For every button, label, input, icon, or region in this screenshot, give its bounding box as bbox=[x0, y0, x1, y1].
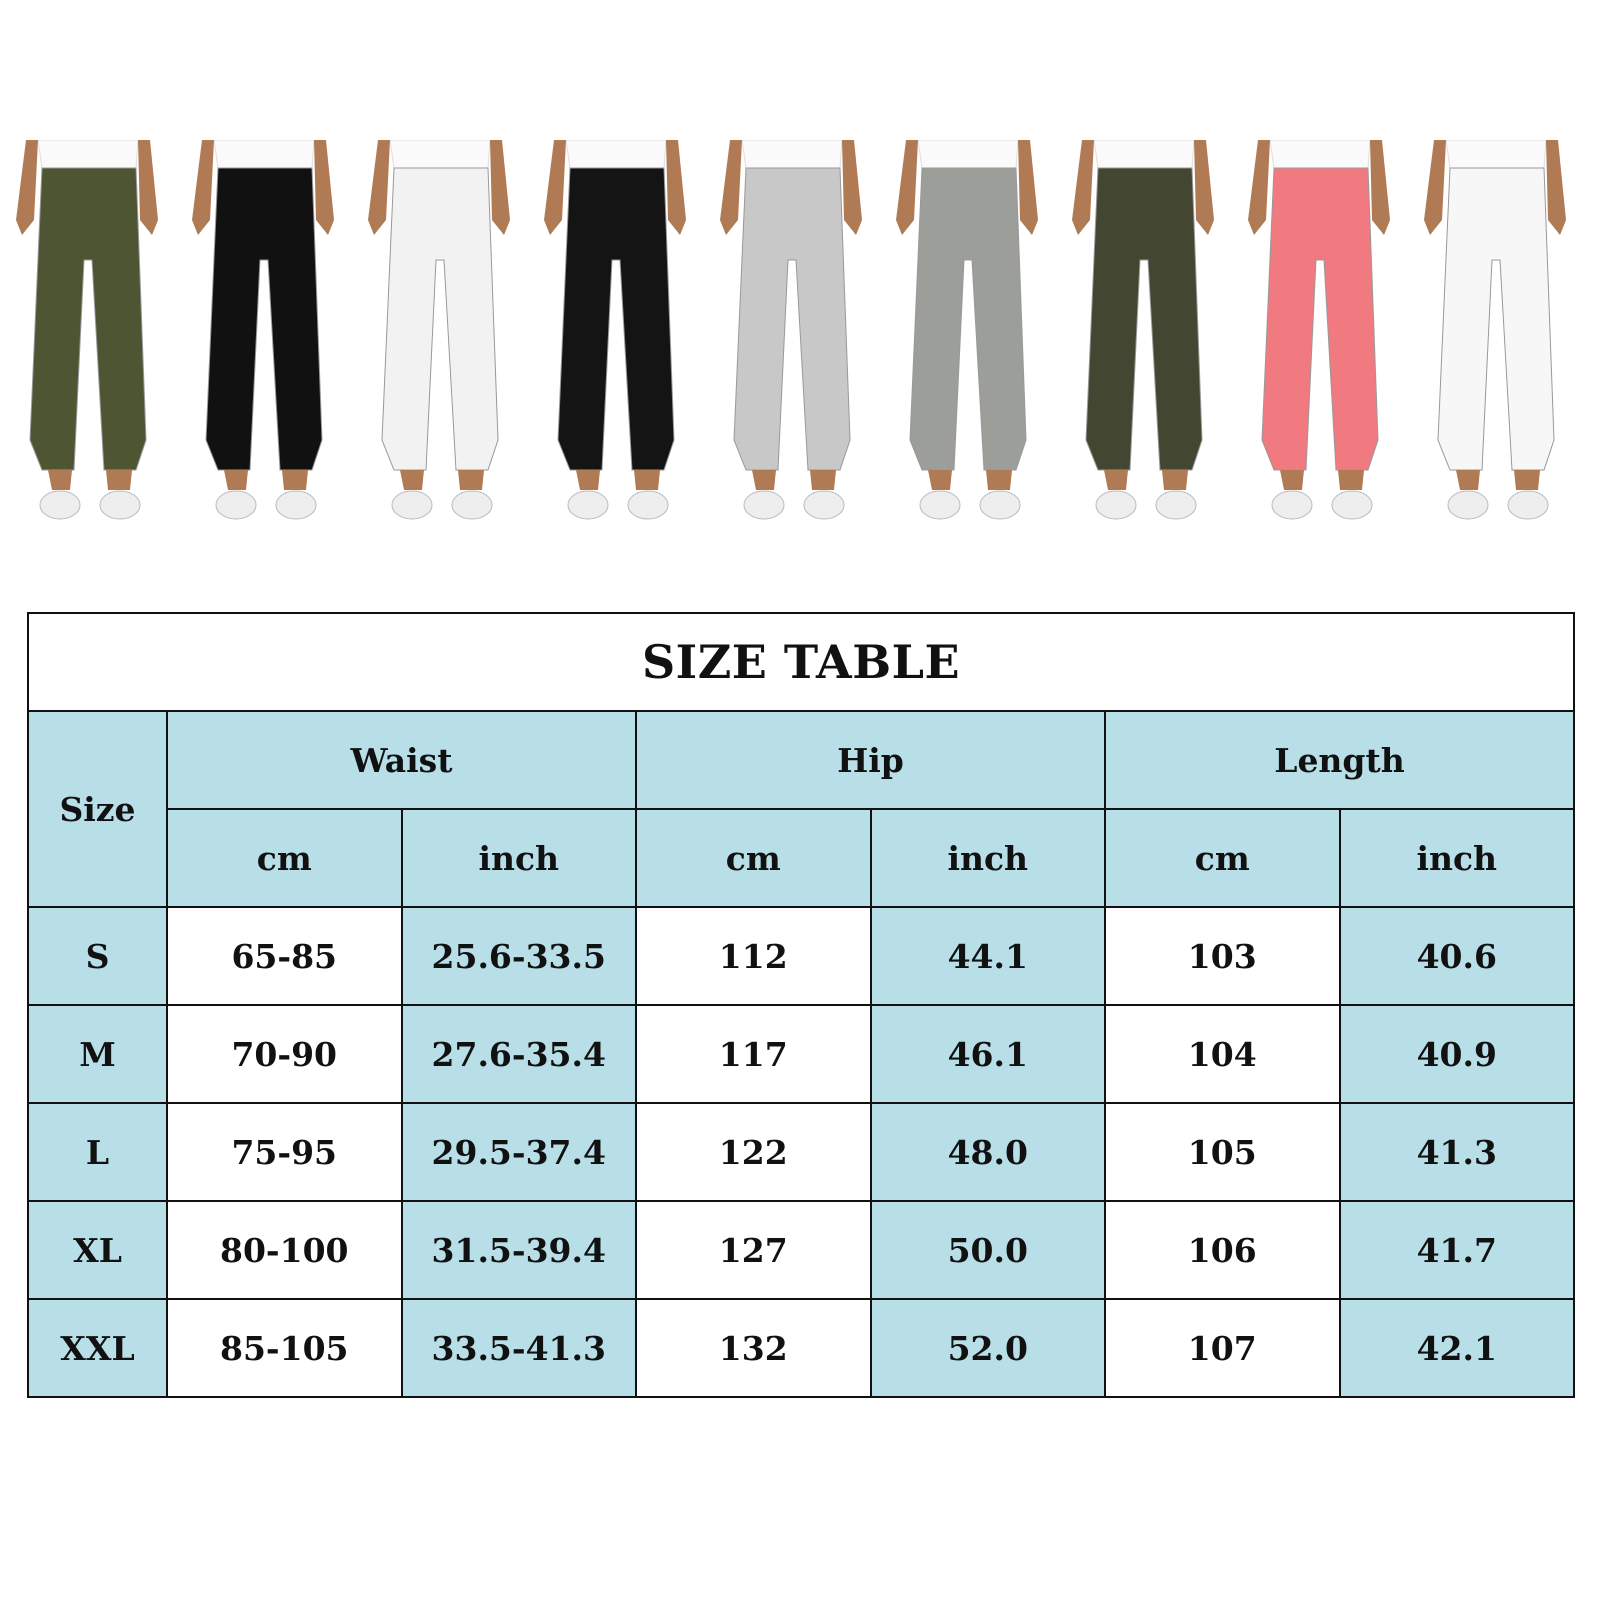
value-cell: 52.0 bbox=[869, 1298, 1106, 1398]
value-cell: 105 bbox=[1104, 1102, 1341, 1202]
unit-header: inch bbox=[400, 808, 637, 908]
product-photo bbox=[1240, 139, 1400, 535]
size-cell: S bbox=[27, 906, 168, 1006]
value-cell: 75-95 bbox=[166, 1102, 403, 1202]
value-cell: 41.3 bbox=[1338, 1102, 1575, 1202]
value-cell: 33.5-41.3 bbox=[400, 1298, 637, 1398]
value-cell: 70-90 bbox=[166, 1004, 403, 1104]
unit-header: inch bbox=[1338, 808, 1575, 908]
value-cell: 27.6-35.4 bbox=[400, 1004, 637, 1104]
value-cell: 132 bbox=[635, 1298, 872, 1398]
value-cell: 29.5-37.4 bbox=[400, 1102, 637, 1202]
value-cell: 46.1 bbox=[869, 1004, 1106, 1104]
value-cell: 42.1 bbox=[1338, 1298, 1575, 1398]
unit-header: inch bbox=[869, 808, 1106, 908]
value-cell: 40.9 bbox=[1338, 1004, 1575, 1104]
group-header-length: Length bbox=[1104, 710, 1575, 810]
size-cell: L bbox=[27, 1102, 168, 1202]
table-row: M 70-90 27.6-35.4 117 46.1 104 40.9 bbox=[27, 1004, 1575, 1104]
table-row: L 75-95 29.5-37.4 122 48.0 105 41.3 bbox=[27, 1102, 1575, 1202]
group-header-waist: Waist bbox=[166, 710, 637, 810]
group-header-hip: Hip bbox=[635, 710, 1106, 810]
size-table: SIZE TABLE Size Waist Hip Length cm inch c… bbox=[27, 612, 1575, 1398]
unit-header: cm bbox=[1104, 808, 1341, 908]
value-cell: 103 bbox=[1104, 906, 1341, 1006]
size-cell: XXL bbox=[27, 1298, 168, 1398]
product-photo bbox=[536, 139, 696, 535]
value-cell: 40.6 bbox=[1338, 906, 1575, 1006]
product-photo bbox=[1416, 139, 1576, 535]
size-cell: XL bbox=[27, 1200, 168, 1300]
value-cell: 80-100 bbox=[166, 1200, 403, 1300]
table-row: S 65-85 25.6-33.5 112 44.1 103 40.6 bbox=[27, 906, 1575, 1006]
size-cell: M bbox=[27, 1004, 168, 1104]
value-cell: 107 bbox=[1104, 1298, 1341, 1398]
value-cell: 48.0 bbox=[869, 1102, 1106, 1202]
product-photo bbox=[8, 139, 168, 535]
unit-header: cm bbox=[635, 808, 872, 908]
value-cell: 104 bbox=[1104, 1004, 1341, 1104]
table-row: XL 80-100 31.5-39.4 127 50.0 106 41.7 bbox=[27, 1200, 1575, 1300]
value-cell: 31.5-39.4 bbox=[400, 1200, 637, 1300]
value-cell: 122 bbox=[635, 1102, 872, 1202]
product-photo bbox=[360, 139, 520, 535]
size-header: Size bbox=[27, 710, 168, 908]
product-photo bbox=[888, 139, 1048, 535]
product-photo bbox=[184, 139, 344, 535]
value-cell: 85-105 bbox=[166, 1298, 403, 1398]
value-cell: 112 bbox=[635, 906, 872, 1006]
table-row: XXL 85-105 33.5-41.3 132 52.0 107 42.1 bbox=[27, 1298, 1575, 1398]
value-cell: 44.1 bbox=[869, 906, 1106, 1006]
value-cell: 50.0 bbox=[869, 1200, 1106, 1300]
table-title: SIZE TABLE bbox=[27, 612, 1575, 712]
value-cell: 65-85 bbox=[166, 906, 403, 1006]
product-photo bbox=[1064, 139, 1224, 535]
value-cell: 117 bbox=[635, 1004, 872, 1104]
value-cell: 41.7 bbox=[1338, 1200, 1575, 1300]
value-cell: 127 bbox=[635, 1200, 872, 1300]
product-photo bbox=[712, 139, 872, 535]
unit-header: cm bbox=[166, 808, 403, 908]
value-cell: 25.6-33.5 bbox=[400, 906, 637, 1006]
product-photos bbox=[0, 139, 1600, 535]
value-cell: 106 bbox=[1104, 1200, 1341, 1300]
